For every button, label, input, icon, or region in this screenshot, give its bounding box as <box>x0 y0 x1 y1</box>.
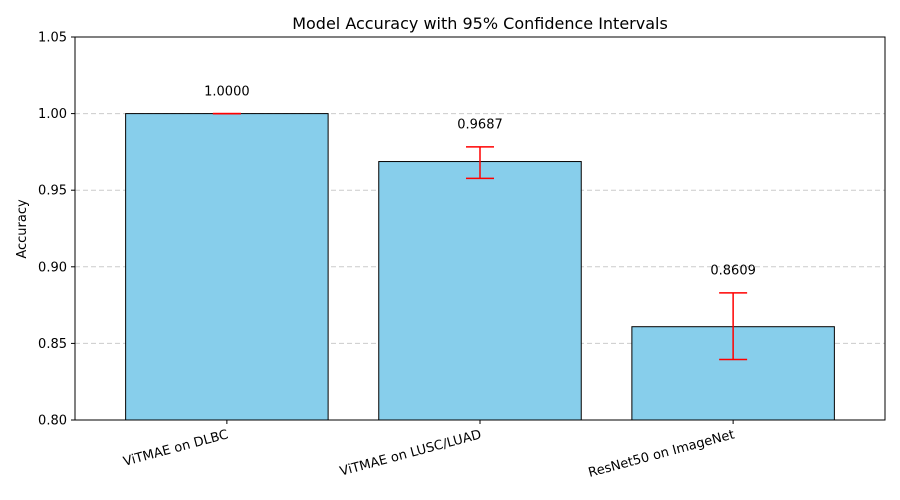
x-tick-label: ViTMAE on LUSC/LUAD <box>338 427 483 479</box>
x-axis-ticks: ViTMAE on DLBC ViTMAE on LUSC/LUAD ResNet5… <box>122 420 736 481</box>
error-bars-layer <box>212 112 748 361</box>
x-tick-label: ResNet50 on ImageNet <box>587 427 736 480</box>
chart-title: Model Accuracy with 95% Confidence Inter… <box>292 14 668 33</box>
y-tick-label: 0.90 <box>38 260 67 275</box>
y-tick-label: 0.80 <box>38 414 67 429</box>
bar <box>378 161 582 421</box>
y-tick-label: 0.85 <box>38 337 67 352</box>
y-axis-ticks: 0.80 0.85 0.90 0.95 1.00 1.05 <box>38 31 75 429</box>
y-tick-label: 1.05 <box>38 31 67 46</box>
value-labels-layer: 1.0000 0.9687 0.8609 <box>204 84 756 278</box>
y-axis-label: Accuracy <box>15 199 30 259</box>
y-tick-label: 1.00 <box>38 107 67 122</box>
value-label: 0.8609 <box>710 264 756 279</box>
x-tick-label: ViTMAE on DLBC <box>122 427 230 469</box>
y-tick-label: 0.95 <box>38 184 67 199</box>
value-label: 1.0000 <box>204 84 250 99</box>
bar <box>125 113 329 421</box>
value-label: 0.9687 <box>457 118 503 133</box>
